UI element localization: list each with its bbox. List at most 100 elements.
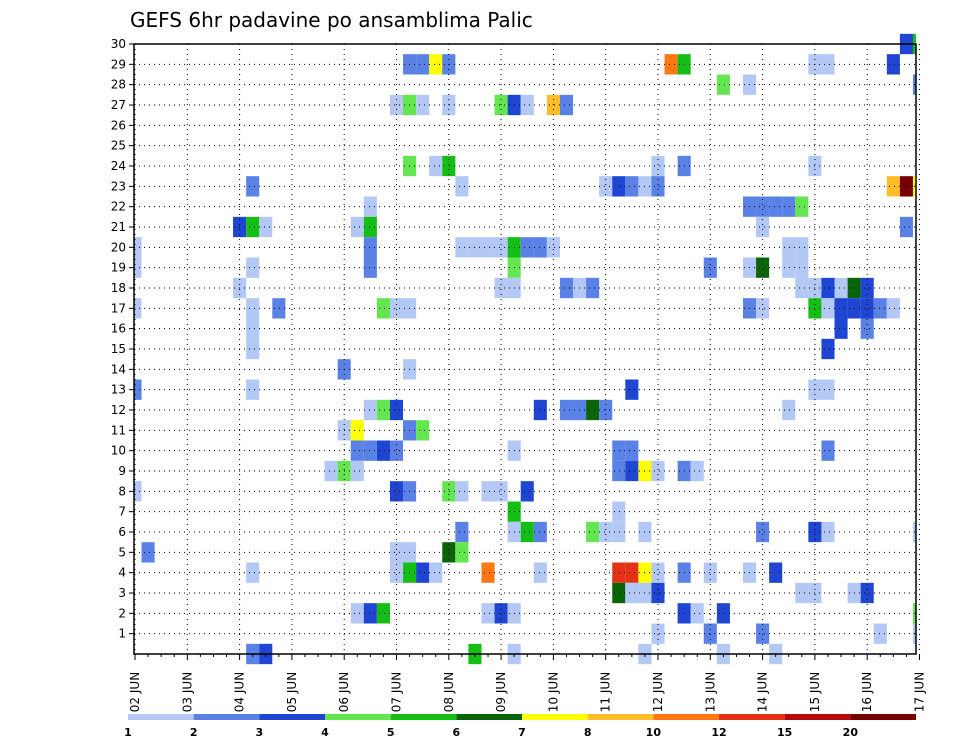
y-tick-label: 30 (111, 37, 126, 51)
heatmap-cell (782, 257, 796, 278)
colorbar-swatch (850, 714, 916, 720)
y-tick-label: 19 (111, 261, 126, 275)
heatmap-cell (782, 237, 796, 258)
heatmap-cell (559, 94, 574, 116)
y-tick-label: 3 (118, 586, 126, 600)
colorbar-swatch (128, 714, 194, 720)
heatmap-cell (455, 237, 469, 258)
heatmap-cell (494, 481, 508, 502)
heatmap-cell (376, 298, 390, 319)
heatmap-cell (886, 298, 900, 319)
heatmap-cell (651, 582, 665, 604)
heatmap-cell (246, 379, 260, 400)
y-tick-label: 24 (111, 159, 126, 173)
y-tick-label: 1 (118, 627, 126, 641)
heatmap-cell (455, 176, 469, 197)
heatmap-cell (246, 257, 260, 278)
x-tick-label: 09 JUN (494, 672, 508, 712)
heatmap-cell (756, 196, 770, 217)
heatmap-cell (134, 237, 142, 258)
heatmap-cell (546, 237, 560, 258)
heatmap-cell (363, 603, 377, 624)
heatmap-cell (134, 257, 142, 278)
heatmap-cell (586, 277, 600, 299)
heatmap-cell (651, 176, 665, 197)
heatmap-cell (795, 257, 809, 278)
heatmap-cell (782, 196, 796, 217)
grid-lines (134, 43, 920, 654)
heatmap-cell (586, 521, 600, 543)
heatmap-cell (246, 318, 260, 339)
heatmap-cell (429, 562, 443, 583)
x-tick-label: 06 JUN (337, 672, 351, 712)
y-tick-label: 7 (118, 505, 126, 519)
colorbar-swatch (325, 714, 391, 720)
colorbar-swatch (719, 714, 785, 720)
x-tick-label: 08 JUN (442, 672, 456, 712)
heatmap-cell (559, 277, 574, 299)
x-tick-label: 10 JUN (546, 672, 560, 712)
colorbar-label: 2 (190, 726, 198, 739)
heatmap-cell (246, 562, 260, 583)
x-tick-label: 15 JUN (808, 672, 822, 712)
heatmap-cell (134, 481, 142, 502)
heatmap-cell (769, 562, 783, 583)
heatmap-cell (586, 399, 600, 421)
colorbar-swatch (193, 714, 260, 720)
heatmap-cell (363, 257, 377, 278)
y-tick-label: 10 (111, 444, 126, 458)
heatmap-cells (134, 33, 916, 665)
heatmap-cell (690, 603, 704, 624)
heatmap-cell (886, 176, 900, 197)
heatmap-cell (625, 379, 639, 400)
heatmap-cell (599, 521, 613, 543)
x-tick-label: 02 JUN (128, 672, 142, 712)
heatmap-cell (716, 74, 730, 95)
heatmap-cell (389, 481, 404, 502)
heatmap-cell (416, 420, 430, 441)
heatmap-cell (873, 298, 887, 319)
heatmap-cell (246, 298, 260, 319)
colorbar-swatch (259, 714, 325, 720)
heatmap-cell (612, 521, 626, 543)
heatmap-cell (651, 155, 665, 177)
heatmap-cell (769, 196, 783, 217)
heatmap-cell (272, 298, 286, 319)
heatmap-cell (795, 237, 809, 258)
heatmap-cell (860, 318, 874, 339)
heatmap-cell (533, 562, 547, 583)
y-tick-label: 21 (111, 220, 126, 234)
heatmap-cell (612, 440, 626, 461)
heatmap-cell (533, 521, 547, 543)
heatmap-cell (376, 440, 390, 461)
heatmap-cell (363, 399, 377, 421)
colorbar-label: 5 (387, 726, 395, 739)
heatmap-cell (612, 460, 626, 482)
heatmap-cell (350, 460, 364, 482)
heatmap-cell (703, 562, 717, 583)
y-tick-label: 26 (111, 118, 126, 132)
heatmap-cell (559, 399, 574, 421)
heatmap-cell (350, 440, 364, 461)
y-tick-label: 22 (111, 200, 126, 214)
heatmap-cell (795, 277, 809, 299)
colorbar-label: 6 (453, 726, 461, 739)
y-tick-label: 11 (111, 423, 126, 437)
heatmap-cell (520, 521, 534, 543)
heatmap-cell (834, 318, 848, 339)
heatmap-cell (455, 542, 469, 563)
heatmap-cell (363, 216, 377, 238)
heatmap-cell (651, 460, 665, 482)
heatmap-cell (625, 176, 639, 197)
heatmap-cell (782, 399, 796, 421)
heatmap-cell (821, 298, 835, 319)
heatmap-cell (389, 562, 404, 583)
heatmap-cell (520, 94, 534, 116)
heatmap-cell (834, 298, 848, 319)
colorbar-swatch (522, 714, 588, 720)
heatmap-cell (860, 277, 874, 299)
x-tick-label: 16 JUN (860, 672, 874, 712)
y-tick-label: 27 (111, 98, 126, 112)
heatmap-cell (821, 379, 835, 400)
x-tick-label: 11 JUN (599, 672, 613, 712)
